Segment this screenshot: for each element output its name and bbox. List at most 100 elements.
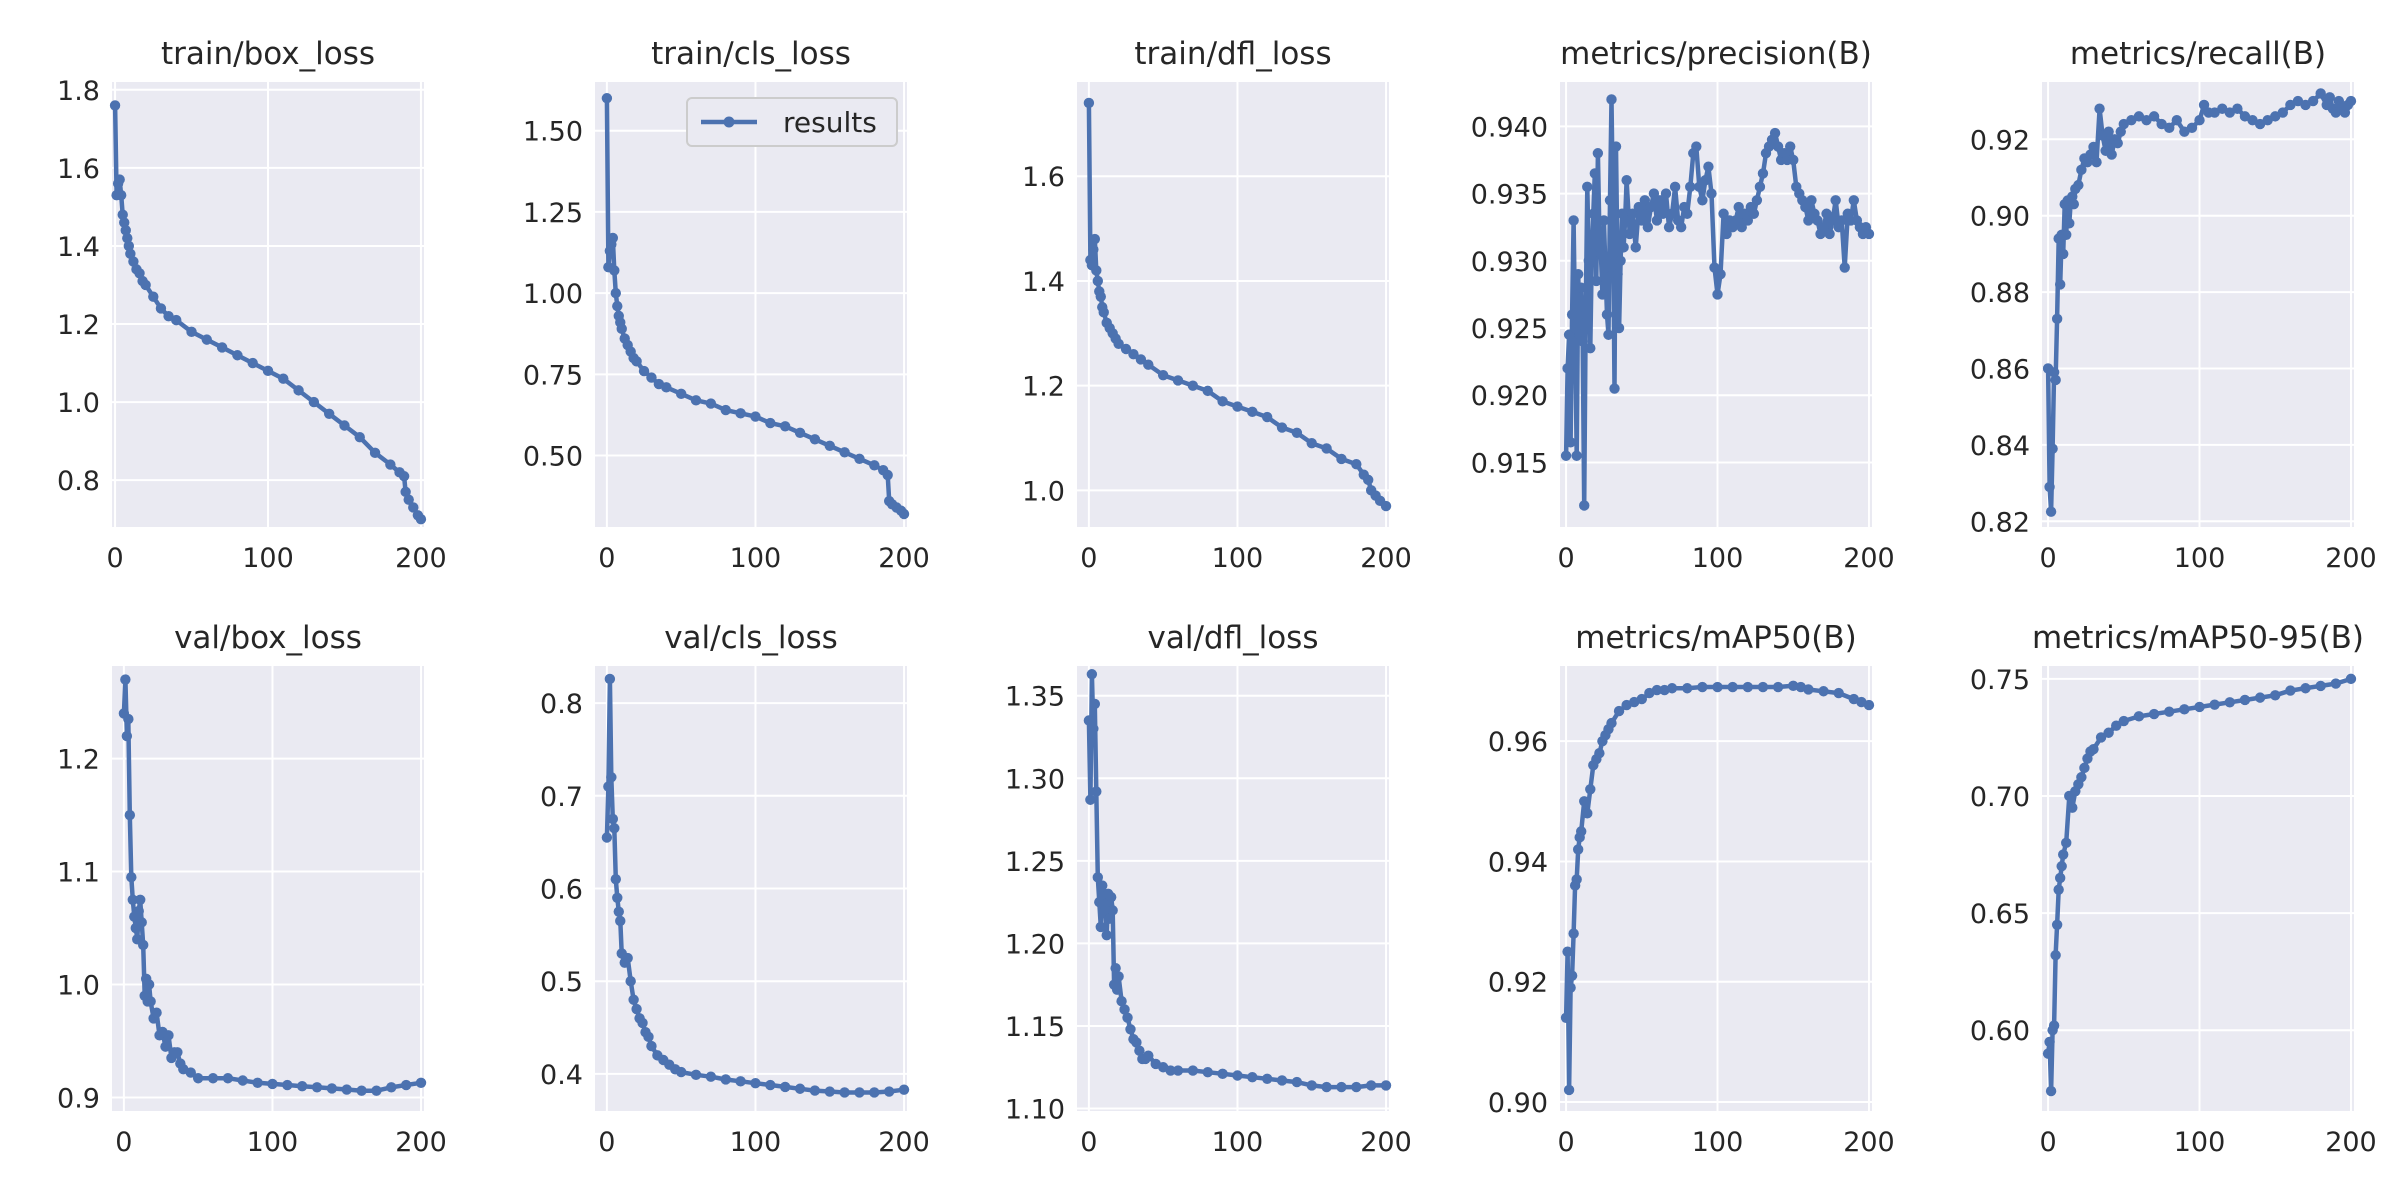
data-point <box>1594 747 1605 759</box>
panel-title: metrics/precision(B) <box>1560 36 1872 72</box>
data-point <box>1682 208 1693 219</box>
data-point <box>2054 872 2066 884</box>
panel-title: metrics/mAP50-95(B) <box>2032 620 2364 656</box>
data-point <box>1336 453 1347 465</box>
panel-5: 0 100 200 0.9 1.0 1.1 1.2 val/box_loss <box>57 620 447 1158</box>
data-point <box>735 1076 746 1087</box>
data-point <box>1276 1075 1288 1086</box>
data-point <box>1582 808 1593 819</box>
data-point <box>2194 114 2205 126</box>
data-point <box>2064 218 2075 229</box>
data-point <box>779 1081 791 1093</box>
data-point <box>1645 201 1657 213</box>
data-point <box>1803 684 1814 695</box>
data-point <box>1830 195 1841 206</box>
data-point <box>398 471 410 482</box>
data-point <box>222 1073 234 1084</box>
data-point <box>2094 103 2105 114</box>
data-point <box>606 772 617 783</box>
data-point <box>661 382 672 393</box>
data-point <box>1848 195 1860 206</box>
data-point <box>765 417 776 429</box>
data-point <box>1691 141 1702 152</box>
data-point <box>1836 215 1847 226</box>
x-tick-label: 0 <box>1080 1127 1097 1158</box>
data-point <box>631 1003 642 1015</box>
x-tick-label: 100 <box>1212 543 1264 574</box>
data-point <box>1592 148 1604 159</box>
data-point <box>1351 458 1362 470</box>
data-point <box>1585 342 1596 354</box>
axes-background <box>1077 82 1389 527</box>
data-point <box>1633 201 1644 213</box>
data-point <box>134 268 145 279</box>
y-tick-label: 1.30 <box>1005 764 1065 795</box>
data-point <box>120 674 131 685</box>
data-point <box>1107 905 1118 916</box>
data-point <box>839 447 850 458</box>
axes-background <box>2042 666 2354 1111</box>
data-point <box>1572 269 1584 280</box>
y-tick-label: 0.920 <box>1471 381 1548 412</box>
y-tick-label: 0.70 <box>1970 782 2030 813</box>
x-tick-label: 0 <box>1557 543 1574 574</box>
data-point <box>1562 363 1573 374</box>
y-tick-label: 1.0 <box>57 971 100 1002</box>
data-point <box>1600 262 1611 273</box>
data-point <box>400 1079 412 1091</box>
data-point <box>1276 422 1288 433</box>
y-tick-label: 1.00 <box>523 279 583 310</box>
data-point <box>1800 201 1811 213</box>
data-point <box>1321 1081 1332 1093</box>
y-tick-label: 1.25 <box>523 198 583 229</box>
data-point <box>1563 1084 1575 1096</box>
y-tick-label: 0.8 <box>540 689 583 720</box>
data-point <box>1712 289 1723 300</box>
data-point <box>1621 174 1632 186</box>
data-point <box>148 291 159 302</box>
y-tick-label: 0.96 <box>1488 727 1548 758</box>
data-point <box>1630 242 1641 253</box>
data-point <box>1821 208 1832 219</box>
data-point <box>1604 195 1616 206</box>
data-point <box>1706 188 1717 199</box>
data-point <box>2300 683 2311 694</box>
data-point <box>1122 1012 1133 1023</box>
data-point <box>1571 874 1582 885</box>
data-point <box>1769 127 1781 139</box>
y-tick-label: 0.75 <box>523 360 583 391</box>
y-tick-label: 1.25 <box>1005 847 1065 878</box>
x-tick-label: 100 <box>1692 543 1744 574</box>
data-point <box>1577 336 1588 347</box>
data-point <box>1202 1066 1213 1078</box>
data-point <box>1143 1050 1154 1061</box>
data-point <box>160 1041 171 1052</box>
y-tick-label: 1.0 <box>57 388 100 419</box>
data-point <box>2232 103 2243 114</box>
data-point <box>1363 474 1374 486</box>
data-point <box>123 240 135 252</box>
data-point <box>171 314 182 326</box>
data-point <box>1718 208 1729 219</box>
x-tick-label: 0 <box>115 1127 132 1158</box>
data-point <box>720 404 731 416</box>
data-point <box>1588 208 1599 219</box>
data-point <box>2164 122 2175 134</box>
data-point <box>601 832 613 843</box>
data-point <box>675 1066 687 1078</box>
data-point <box>1110 962 1121 974</box>
data-point <box>1654 195 1666 206</box>
data-point <box>1172 375 1184 386</box>
data-point <box>2088 141 2099 153</box>
data-point <box>2056 861 2067 872</box>
data-point <box>237 1075 248 1086</box>
data-point <box>1131 1037 1142 1048</box>
data-point <box>1143 359 1154 370</box>
panel-6: 0 100 200 0.4 0.5 0.6 0.7 0.8 val/cls_loss <box>540 620 930 1158</box>
data-point <box>794 1083 806 1094</box>
data-point <box>1562 946 1573 957</box>
data-point <box>2345 95 2357 107</box>
y-tick-label: 1.2 <box>1022 372 1065 403</box>
data-point <box>117 209 128 220</box>
data-point <box>1089 233 1101 245</box>
